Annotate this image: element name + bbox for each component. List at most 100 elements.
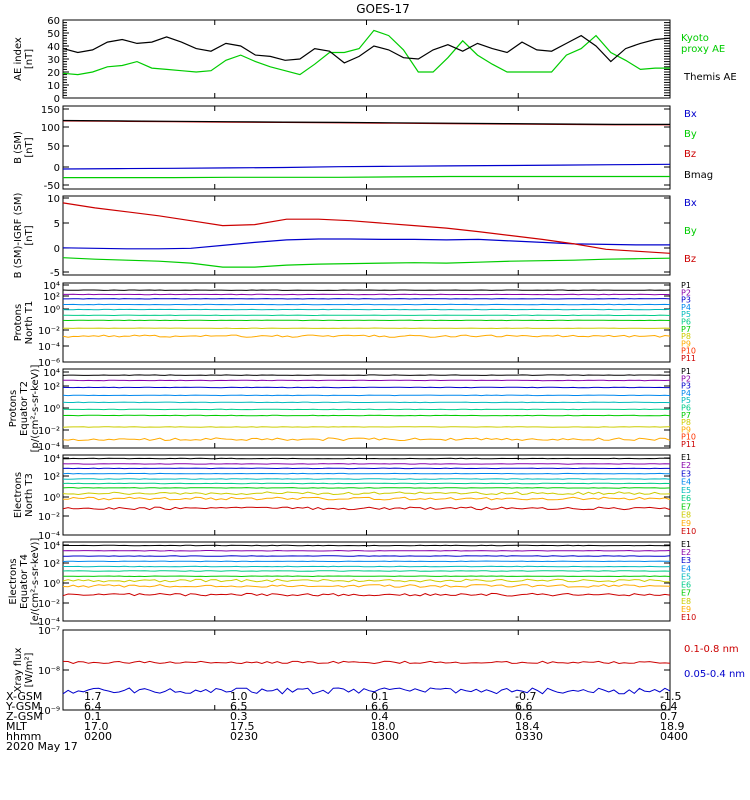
footer-label-zgsm: Z-GSM [6, 710, 43, 723]
legend-label: E1 [681, 540, 691, 549]
series-line-0.05-0.4-nm [62, 687, 671, 695]
legend-label: P4 [681, 389, 691, 398]
footer-value: 17.0 [84, 720, 109, 733]
series-line-e10 [62, 506, 671, 511]
y-axis-label: AE index [13, 37, 24, 81]
legend-label: P5 [681, 310, 691, 319]
legend-label: E10 [681, 613, 696, 622]
y-axis-label: Electrons [13, 472, 24, 518]
legend-label: Bz [684, 149, 696, 160]
y-axis-label: [nT] [24, 225, 35, 245]
legend-label: Bmag [684, 170, 713, 181]
y-tick-label: 10⁰ [43, 305, 60, 316]
series-line-bx [62, 238, 670, 250]
legend-label: proxy AE [681, 44, 725, 55]
series-line-e1 [63, 544, 671, 547]
footer-value: 0.4 [371, 710, 389, 723]
legend-label: P3 [681, 382, 691, 391]
footer-value: 18.4 [515, 720, 540, 733]
legend-label: P3 [681, 296, 691, 305]
y-tick-label: 10⁴ [43, 368, 60, 379]
y-tick-label: 10⁻⁷ [38, 626, 60, 637]
panel-bigrf: 10 5 0 -5 B (SM)-IGRF (SM) [nT] Bx By Bz [13, 193, 697, 279]
panel-xray: 10⁻⁷ 10⁻⁸ 10⁻⁹ Xray flux [W/m²] 0.1-0.8 nm 0.0… [13, 626, 745, 717]
legend-label: E5 [681, 486, 691, 495]
legend-label: E5 [681, 572, 691, 581]
series-line-0.1-0.8-nm [62, 660, 671, 665]
y-axis-label: North T1 [24, 301, 35, 345]
y-tick-label: 10⁰ [43, 404, 60, 415]
footer-value: -0.7 [515, 690, 537, 703]
legend-label: E10 [681, 527, 696, 536]
y-axis-label: [e/(cm²-s-sr-keV)] [30, 538, 41, 626]
legend-label: E4 [681, 478, 691, 487]
footer-value: 6.4 [84, 700, 102, 713]
footer-value: 0.1 [84, 710, 102, 723]
series-line-e9 [62, 584, 671, 588]
y-tick-label: 10⁴ [43, 541, 60, 552]
y-axis-label: [nT] [24, 49, 35, 69]
panel-ee: 10⁴ 10² 10⁰ 10⁻² 10⁻⁴ Electrons Equator T4 [e/(… [8, 538, 696, 628]
y-tick-label: 100 [41, 123, 60, 134]
footer-value: -1.5 [660, 690, 682, 703]
y-tick-label: 10⁻⁴ [38, 531, 60, 542]
legend-label: P7 [681, 325, 691, 334]
y-tick-label: 10² [43, 559, 60, 570]
series-line-e3 [62, 467, 670, 470]
series-line-p1 [62, 374, 671, 376]
footer-label-ygsm: Y-GSM [6, 700, 41, 713]
footer-value: 0.6 [515, 710, 533, 723]
legend-label: 0.05-0.4 nm [684, 669, 745, 680]
footer-value: 6.6 [515, 700, 533, 713]
footer-value: 1.7 [84, 690, 102, 703]
footer-value: 6.5 [230, 700, 248, 713]
legend-label: By [684, 129, 697, 140]
panel-frame [62, 454, 671, 536]
series-line-p9 [62, 437, 671, 442]
y-axis-label: [p/(cm²-s-sr-keV)] [30, 365, 41, 453]
y-tick-label: 10 [47, 194, 60, 205]
y-axis-label: B (SM) [13, 131, 24, 164]
legend-label: Bz [684, 254, 696, 265]
y-tick-label: 10² [43, 292, 60, 303]
legend-label: P2 [681, 374, 691, 383]
series-line-kyoto-proxy-ae [62, 29, 670, 76]
series-line-p7 [62, 414, 671, 417]
footer-value: 6.4 [660, 700, 678, 713]
footer-date: 2020 May 17 [6, 740, 78, 753]
legend-label: P9 [681, 339, 691, 348]
y-tick-label: 30 [47, 55, 60, 66]
series-line-e7 [62, 575, 671, 578]
footer-value: 0330 [515, 730, 543, 743]
series-line-p8 [63, 327, 671, 330]
legend-label: Bx [684, 109, 697, 120]
y-tick-label: -5 [50, 268, 60, 279]
y-axis-label: Protons [8, 390, 19, 427]
footer-value: 0.3 [230, 710, 248, 723]
series-line-e4 [62, 472, 670, 475]
legend-label: 0.1-0.8 nm [684, 644, 739, 655]
series-line-p5 [62, 401, 671, 404]
y-axis-label: Equator T2 [19, 381, 30, 436]
series-line-p2 [63, 379, 671, 382]
y-tick-label: 10⁻² [38, 426, 60, 437]
y-tick-label: 10⁻⁸ [38, 666, 60, 677]
legend-label: Kyoto [681, 33, 709, 44]
legend-label: P7 [681, 411, 691, 420]
legend-label: E8 [681, 597, 691, 606]
legend-label: P8 [681, 418, 691, 427]
legend-label: P10 [681, 433, 696, 442]
footer-value: 17.5 [230, 720, 255, 733]
y-tick-label: 10 [47, 81, 60, 92]
series-line-by [62, 257, 671, 268]
panel-bsm: 150 100 50 0 -50 B (SM) [nT] Bx By Bz Bmag [13, 105, 713, 192]
y-tick-label: 10⁴ [43, 454, 60, 465]
y-tick-label: 10⁻⁴ [38, 342, 60, 353]
footer-value: 0400 [660, 730, 688, 743]
y-axis-label: Electrons [8, 558, 19, 604]
y-tick-label: 0 [54, 94, 60, 105]
legend-label: P2 [681, 288, 691, 297]
legend-label: E7 [681, 589, 691, 598]
series-line-e5 [62, 478, 671, 480]
